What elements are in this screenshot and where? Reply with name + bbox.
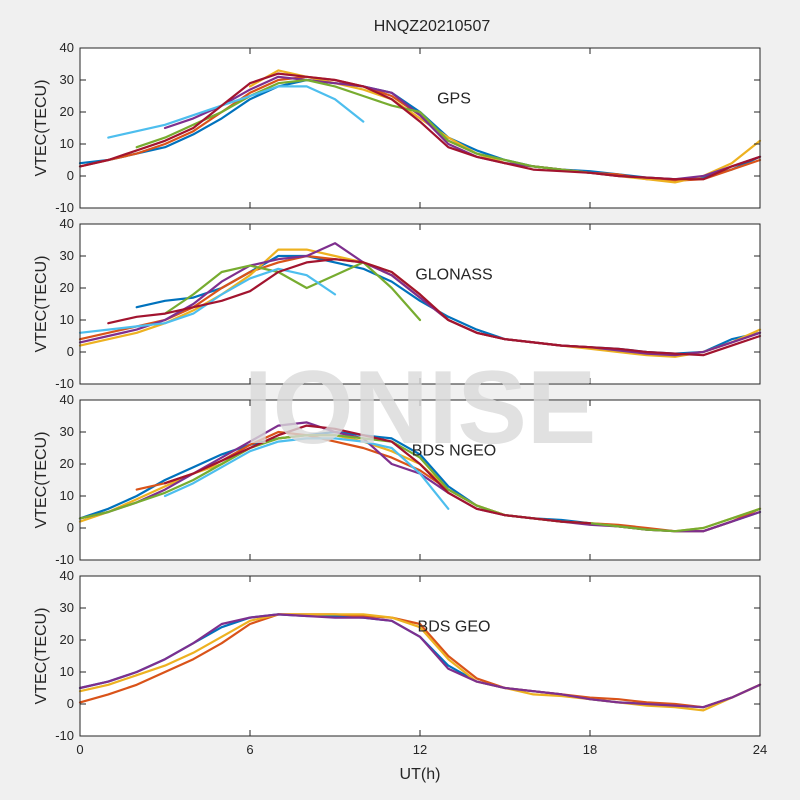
subplot-2: -10 0 10 20 30 40 VTEC(TECU) GLONASS: [33, 216, 762, 391]
y-tick-label: 0: [67, 344, 74, 359]
series-line-3: [78, 613, 762, 712]
figure-title: HNQZ20210507: [374, 18, 491, 35]
y-axis-label: VTEC(TECU): [33, 608, 50, 705]
y-tick-label: 10: [60, 488, 74, 503]
subplot-3: -10 0 10 20 30 40 VTEC(TECU) BDS NGEO: [33, 392, 762, 567]
x-tick-label: 24: [753, 742, 767, 757]
y-tick-label: 30: [60, 600, 74, 615]
y-tick-label: 40: [60, 216, 74, 231]
y-tick-label: 30: [60, 424, 74, 439]
y-tick-label: 0: [67, 520, 74, 535]
y-tick-label: 10: [60, 664, 74, 679]
y-axis-label: VTEC(TECU): [33, 432, 50, 529]
y-tick-label: 40: [60, 568, 74, 583]
x-axis-label: UT(h): [400, 766, 441, 783]
panel-label: GPS: [437, 91, 471, 108]
y-tick-label: -10: [55, 552, 74, 567]
series-line-4: [78, 613, 762, 709]
series-line-7: [107, 258, 762, 357]
panel-label: BDS GEO: [418, 619, 491, 636]
y-tick-label: 0: [67, 696, 74, 711]
y-tick-label: -10: [55, 728, 74, 743]
series-line-4: [78, 242, 762, 357]
y-axis-label: VTEC(TECU): [33, 256, 50, 353]
series-line-6: [107, 85, 365, 139]
series-line-5: [78, 434, 762, 533]
series-line-6: [163, 437, 450, 510]
y-tick-label: 20: [60, 456, 74, 471]
y-tick-label: 10: [60, 312, 74, 327]
axes-background: [80, 576, 760, 736]
y-tick-label: 10: [60, 136, 74, 151]
y-tick-label: 0: [67, 168, 74, 183]
y-tick-label: 30: [60, 248, 74, 263]
axes-background: [80, 48, 760, 208]
x-tick-label: 12: [413, 742, 427, 757]
y-tick-label: 40: [60, 392, 74, 407]
x-tick-label: 18: [583, 742, 597, 757]
y-tick-label: 40: [60, 40, 74, 55]
x-tick-label: 6: [246, 742, 253, 757]
series-line-2: [78, 613, 762, 709]
y-tick-label: -10: [55, 376, 74, 391]
subplot-1: -10 0 10 20 30 40 VTEC(TECU) GPS: [33, 40, 762, 215]
y-tick-label: 20: [60, 104, 74, 119]
y-tick-label: 20: [60, 632, 74, 647]
panel-label: BDS NGEO: [412, 443, 496, 460]
y-tick-label: -10: [55, 200, 74, 215]
series-line-5: [163, 261, 422, 322]
y-axis-label: VTEC(TECU): [33, 80, 50, 177]
series-line-7: [78, 72, 762, 181]
watermark: IONISE: [244, 350, 597, 466]
series-line-7: [163, 424, 592, 525]
y-tick-label: 20: [60, 280, 74, 295]
y-tick-label: 30: [60, 72, 74, 87]
x-tick-label: 0: [76, 742, 83, 757]
series-line-5: [135, 78, 592, 174]
panel-label: GLONASS: [415, 267, 492, 284]
